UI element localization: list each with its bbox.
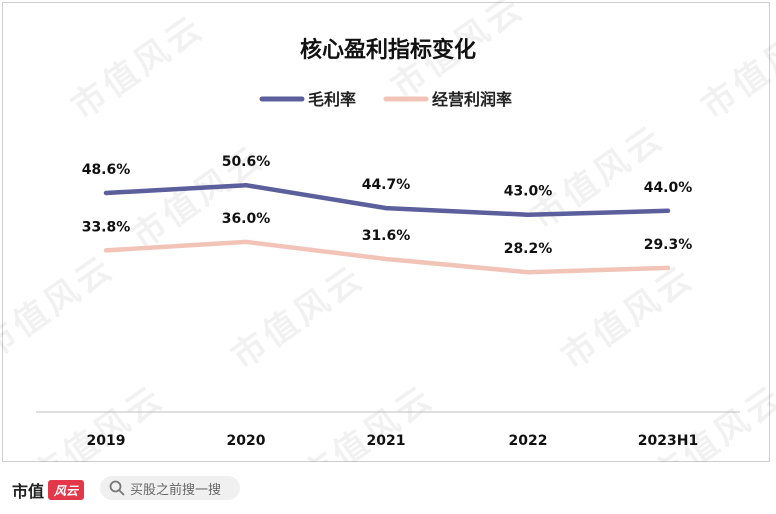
x-tick-label: 2019 — [87, 433, 126, 449]
data-label: 44.0% — [644, 180, 693, 196]
x-tick-labels: 2019 2020 2021 2022 2023H1 — [87, 433, 699, 449]
chart-card — [2, 2, 770, 462]
data-label: 28.2% — [504, 241, 553, 257]
brand-logo: 风云 — [48, 480, 85, 500]
legend-label-2: 经营利润率 — [432, 90, 512, 109]
x-tick-label: 2020 — [227, 433, 266, 449]
line-chart: 核心盈利指标变化 毛利率 经营利润率 48.6% 50.6% 44.7% 43.0% 44… — [36, 37, 740, 449]
data-label: 44.7% — [362, 177, 411, 193]
data-label: 50.6% — [222, 154, 271, 170]
x-tick-label: 2021 — [367, 433, 406, 449]
series-layer: 48.6% 50.6% 44.7% 43.0% 44.0% 33.8% 36.0% 31.6%… — [82, 154, 693, 275]
search-bar[interactable]: 买股之前搜一搜 — [100, 476, 240, 500]
data-label: 29.3% — [644, 237, 693, 253]
legend-label-1: 毛利率 — [308, 90, 356, 109]
x-tick-label: 2023H1 — [638, 433, 698, 449]
search-placeholder: 买股之前搜一搜 — [130, 482, 222, 498]
brand-name: 市值 — [12, 482, 45, 501]
data-label: 43.0% — [504, 184, 553, 200]
data-label: 31.6% — [362, 228, 411, 244]
legend: 毛利率 经营利润率 — [259, 90, 512, 109]
brand[interactable]: 市值 风云 — [12, 478, 85, 502]
footer: 市值 风云 买股之前搜一搜 — [0, 462, 776, 514]
x-tick-label: 2022 — [509, 433, 548, 449]
data-label: 33.8% — [82, 219, 131, 235]
chart-title: 核心盈利指标变化 — [300, 37, 476, 63]
search-icon — [109, 480, 125, 496]
data-label: 48.6% — [82, 162, 131, 178]
series-line-2 — [103, 239, 671, 275]
data-label: 36.0% — [222, 211, 271, 227]
